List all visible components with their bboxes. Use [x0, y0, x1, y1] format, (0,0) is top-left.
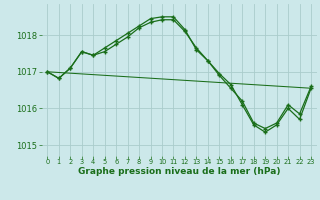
X-axis label: Graphe pression niveau de la mer (hPa): Graphe pression niveau de la mer (hPa): [78, 167, 280, 176]
